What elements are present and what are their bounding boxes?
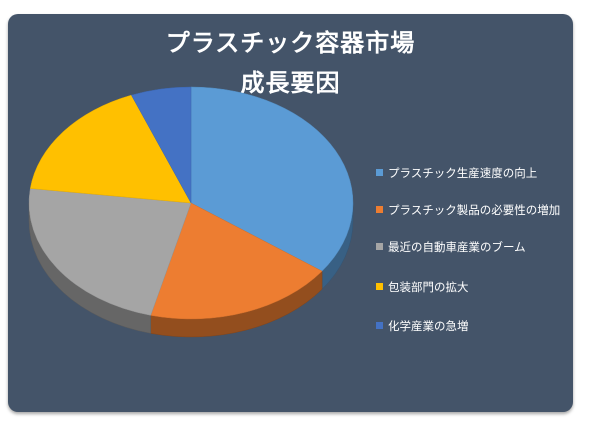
legend-swatch [376, 283, 383, 290]
pie-slice [190, 86, 354, 272]
legend-item: 化学産業の急増 [376, 317, 566, 335]
pie-slice [150, 202, 323, 320]
pie-top [28, 86, 354, 320]
legend-swatch [376, 169, 383, 176]
legend-swatch [376, 206, 383, 213]
legend-item: プラスチック製品の必要性の増加 [376, 201, 566, 219]
chart-subtitle: 成長要因 [240, 68, 341, 97]
chart-title: プラスチック容器市場 [165, 28, 416, 57]
legend-label: 最近の自動車産業のブーム [388, 240, 526, 254]
legend-label: プラスチック製品の必要性の増加 [388, 203, 561, 217]
pie-slice [130, 86, 192, 204]
pie-slice [29, 94, 192, 204]
legend-item: 包装部門の拡大 [376, 278, 566, 296]
legend-swatch [376, 243, 383, 250]
legend-label: 化学産業の急増 [388, 319, 469, 333]
pie-chart [28, 86, 354, 338]
pie-slice [28, 188, 192, 316]
legend-item: プラスチック生産速度の向上 [376, 164, 566, 182]
legend-swatch [376, 322, 383, 329]
legend-label: プラスチック生産速度の向上 [388, 166, 538, 180]
legend-item: 最近の自動車産業のブーム [376, 238, 566, 256]
legend-label: 包装部門の拡大 [388, 280, 469, 294]
chart-card: プラスチック容器市場 成長要因 プラスチック生産速度の向上 プラスチック製品の必… [8, 14, 573, 412]
